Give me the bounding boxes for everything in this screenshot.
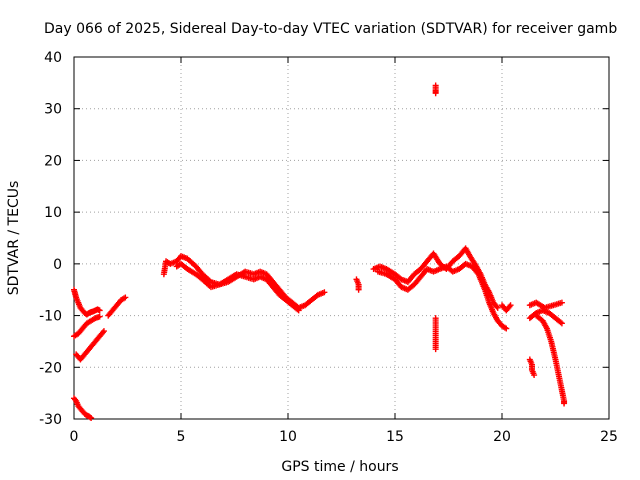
- data-point: [474, 269, 481, 276]
- data-point: [503, 325, 510, 332]
- y-tick-label: -10: [39, 309, 62, 325]
- data-point: [558, 299, 565, 306]
- series-track-g: [173, 260, 302, 314]
- series-track-n: [526, 356, 538, 379]
- data-point: [432, 90, 439, 97]
- x-tick-label: 0: [70, 429, 79, 445]
- data-point: [122, 294, 129, 301]
- series-track-e: [105, 294, 129, 319]
- series-track-o: [526, 299, 565, 311]
- series-track-l: [432, 315, 439, 353]
- series-track-d: [71, 395, 95, 421]
- y-tick-label: 40: [44, 50, 62, 66]
- data-point: [96, 307, 103, 314]
- y-axis-label: SDTVAR / TECUs: [6, 181, 22, 296]
- series-track-j: [374, 260, 510, 332]
- y-tick-label: -30: [39, 412, 62, 428]
- series-track-f: [160, 253, 328, 311]
- data-marks: [71, 82, 568, 421]
- x-tick-label: 25: [600, 429, 618, 445]
- series-track-p: [526, 307, 565, 327]
- data-point: [355, 286, 362, 293]
- data-point: [100, 328, 107, 335]
- series-track-q: [533, 312, 568, 407]
- data-point: [295, 307, 302, 314]
- x-tick-label: 10: [279, 429, 297, 445]
- y-tick-label: 30: [44, 102, 62, 118]
- data-point: [432, 346, 439, 353]
- grid: [74, 57, 609, 419]
- x-axis-label: GPS time / hours: [281, 459, 398, 475]
- data-point: [494, 304, 501, 311]
- data-point: [294, 306, 301, 313]
- series-track-m: [499, 302, 514, 314]
- axis-ticks: 0 5 10 15 20 25 -30 -20 -10 0 10 20 30 40: [39, 50, 618, 445]
- chart-title: Day 066 of 2025, Sidereal Day-to-day VTE…: [44, 21, 617, 37]
- data-point: [493, 303, 500, 310]
- data-point: [557, 319, 564, 326]
- x-tick-label: 15: [386, 429, 404, 445]
- plot-frame: [73, 56, 610, 420]
- series-track-b: [71, 313, 103, 340]
- x-tick-label: 20: [493, 429, 511, 445]
- series-track-k: [432, 82, 439, 97]
- data-point: [96, 313, 103, 320]
- data-point: [531, 372, 538, 379]
- data-point: [99, 329, 106, 336]
- data-point: [558, 320, 565, 327]
- series-track-h: [353, 276, 362, 293]
- y-tick-label: -20: [39, 360, 62, 376]
- data-point: [507, 302, 514, 309]
- data-point: [88, 414, 95, 421]
- series-track-a: [71, 286, 103, 318]
- y-tick-label: 0: [53, 257, 62, 273]
- x-tick-label: 5: [177, 429, 186, 445]
- y-tick-label: 10: [44, 205, 62, 221]
- data-point: [72, 396, 79, 403]
- y-tick-label: 20: [44, 153, 62, 169]
- data-point: [321, 289, 328, 296]
- data-point: [561, 400, 568, 407]
- data-point: [506, 303, 513, 310]
- series-track-c: [73, 328, 107, 363]
- data-point: [87, 414, 94, 421]
